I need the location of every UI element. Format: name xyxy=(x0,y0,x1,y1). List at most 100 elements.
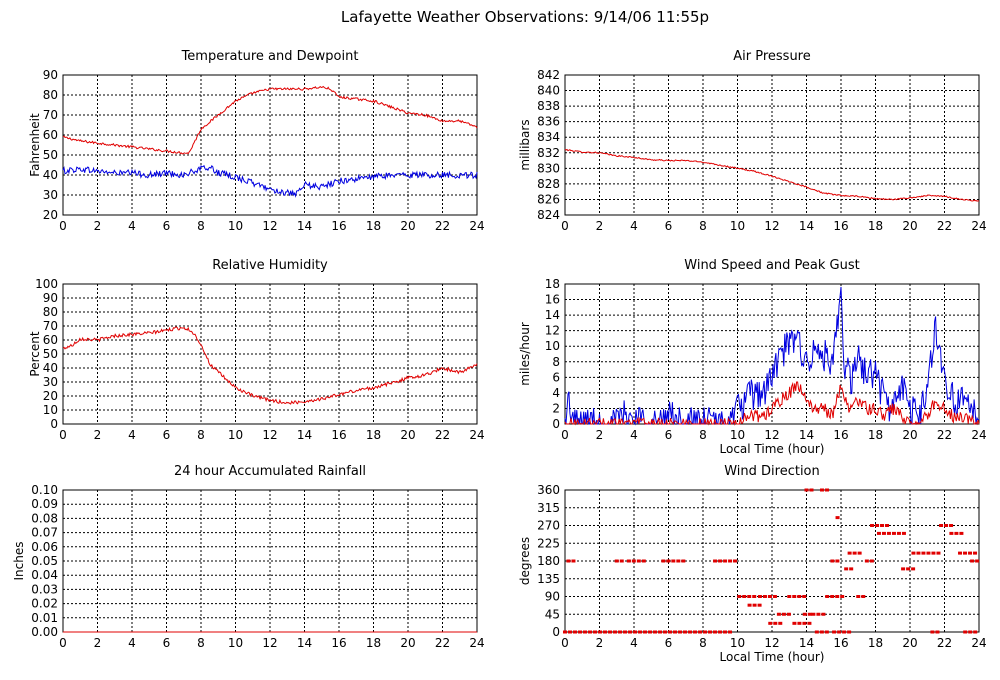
direction-point xyxy=(742,595,747,598)
y-tick-label: 270 xyxy=(537,519,560,533)
y-tick-label: 6 xyxy=(552,370,560,384)
x-tick-label: 4 xyxy=(128,219,136,233)
direction-run xyxy=(768,621,783,625)
direction-point xyxy=(626,559,631,563)
x-axis-label: Local Time (hour) xyxy=(720,442,825,456)
direction-point xyxy=(835,595,840,598)
chart-title: Air Pressure xyxy=(733,49,811,64)
direction-run xyxy=(825,595,845,598)
x-tick-label: 12 xyxy=(262,636,277,650)
direction-point xyxy=(698,630,702,634)
direction-point xyxy=(676,559,681,563)
x-tick-label: 18 xyxy=(868,219,883,233)
direction-point xyxy=(718,630,722,634)
y-tick-label: 90 xyxy=(545,590,560,604)
x-tick-label: 2 xyxy=(94,428,102,442)
y-tick-label: 90 xyxy=(43,291,58,305)
x-tick-label: 14 xyxy=(799,219,814,233)
y-tick-label: 0 xyxy=(552,625,560,639)
direction-point xyxy=(792,621,797,625)
x-tick-label: 0 xyxy=(561,636,569,650)
x-tick-label: 18 xyxy=(366,428,381,442)
direction-point xyxy=(713,630,717,634)
direction-point xyxy=(869,559,874,563)
direction-point xyxy=(830,595,835,598)
y-tick-label: 824 xyxy=(537,208,560,222)
x-tick-label: 8 xyxy=(197,428,205,442)
x-tick-label: 6 xyxy=(163,428,171,442)
direction-point xyxy=(768,621,773,625)
direction-point xyxy=(661,559,666,563)
direction-point xyxy=(963,551,968,555)
x-tick-label: 24 xyxy=(469,636,484,650)
x-tick-label: 20 xyxy=(400,636,415,650)
direction-point xyxy=(844,567,849,571)
y-tick-label: 315 xyxy=(537,501,560,515)
direction-point xyxy=(568,630,572,634)
direction-point xyxy=(973,630,978,634)
direction-point xyxy=(906,567,911,571)
y-tick-label: 20 xyxy=(43,389,58,403)
direction-run xyxy=(787,595,807,598)
direction-run xyxy=(776,612,791,616)
x-tick-label: 0 xyxy=(59,636,67,650)
x-tick-label: 6 xyxy=(665,428,673,442)
direction-point xyxy=(578,630,582,634)
direction-point xyxy=(767,595,772,598)
y-axis-label: miles/hour xyxy=(518,322,532,386)
y-axis-label: millibars xyxy=(518,119,532,170)
y-axis-label: Percent xyxy=(28,331,42,376)
y-tick-label: 836 xyxy=(537,115,560,129)
direction-point xyxy=(713,559,718,563)
direction-point xyxy=(870,524,875,527)
y-tick-label: 8 xyxy=(552,355,560,369)
direction-point xyxy=(573,630,577,634)
direction-run xyxy=(614,559,624,563)
direction-run xyxy=(958,551,978,555)
y-tick-label: 30 xyxy=(43,188,58,202)
direction-point xyxy=(930,630,935,634)
direction-point xyxy=(944,524,949,527)
direction-point xyxy=(688,630,692,634)
x-tick-label: 24 xyxy=(971,636,986,650)
direction-point xyxy=(939,524,944,527)
direction-point xyxy=(921,551,926,555)
direction-run xyxy=(814,630,829,634)
x-tick-label: 16 xyxy=(331,428,346,442)
direction-run xyxy=(737,595,757,598)
x-tick-label: 2 xyxy=(596,219,604,233)
y-tick-label: 100 xyxy=(35,277,58,291)
x-tick-label: 4 xyxy=(630,636,638,650)
direction-point xyxy=(852,551,857,555)
direction-point xyxy=(608,630,612,634)
x-tick-label: 10 xyxy=(730,428,745,442)
y-tick-label: 225 xyxy=(537,536,560,550)
y-tick-label: 10 xyxy=(43,403,58,417)
direction-series xyxy=(563,488,980,634)
direction-point xyxy=(968,551,973,555)
direction-point xyxy=(613,630,617,634)
direction-point xyxy=(728,630,732,634)
x-tick-label: 20 xyxy=(902,219,917,233)
direction-run xyxy=(832,630,852,634)
x-tick-label: 2 xyxy=(94,636,102,650)
y-tick-label: 0.07 xyxy=(31,526,58,540)
direction-point xyxy=(628,630,632,634)
direction-point xyxy=(723,559,728,563)
direction-point xyxy=(847,551,852,555)
direction-run xyxy=(876,531,906,535)
direction-point xyxy=(820,488,825,492)
direction-run xyxy=(901,567,916,571)
direction-point xyxy=(703,630,707,634)
direction-point xyxy=(819,630,824,634)
x-tick-label: 10 xyxy=(730,636,745,650)
direction-point xyxy=(723,630,727,634)
y-tick-label: 840 xyxy=(537,84,560,98)
x-tick-label: 24 xyxy=(469,428,484,442)
y-tick-label: 0.04 xyxy=(31,568,58,582)
x-tick-label: 8 xyxy=(197,219,205,233)
plot-frame xyxy=(564,283,980,425)
